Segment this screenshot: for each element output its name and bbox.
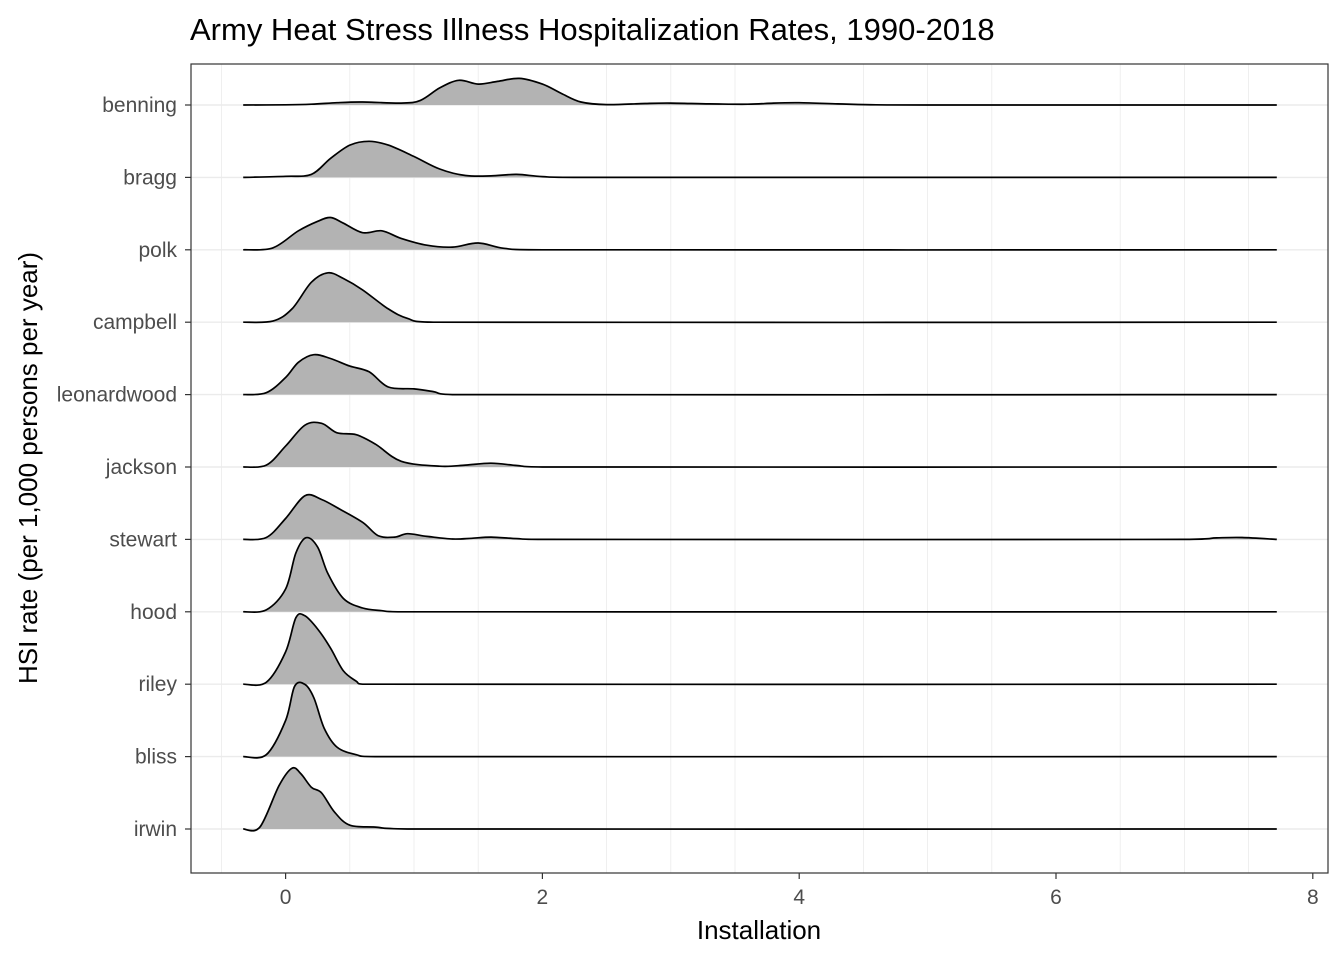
y-tick-label-leonardwood: leonardwood <box>57 384 177 407</box>
ridge-bragg <box>243 140 1277 179</box>
x-tick-label: 8 <box>1307 886 1319 909</box>
x-axis-title: Installation <box>697 915 821 945</box>
y-tick-label-riley: riley <box>138 673 177 696</box>
ridge-line-hood <box>243 536 1277 614</box>
x-tick-label: 4 <box>793 886 805 909</box>
ridge-benning <box>243 77 1277 106</box>
y-tick-label-bragg: bragg <box>123 166 177 189</box>
ridge-area-irwin <box>243 767 1277 831</box>
y-axis-title: HSI rate (per 1,000 persons per year) <box>13 252 43 684</box>
y-tick-label-hood: hood <box>130 601 177 624</box>
y-tick-label-polk: polk <box>138 239 177 262</box>
ridge-polk <box>243 216 1277 251</box>
plot-panel-border <box>190 63 1329 874</box>
ridge-leonardwood <box>243 353 1277 396</box>
ridge-line-jackson <box>243 421 1277 469</box>
ridge-area-campbell <box>243 272 1277 323</box>
y-tick-label-bliss: bliss <box>135 746 177 769</box>
y-axis-ticks: benning bragg polk campbell leonardwood jacks… <box>57 94 191 841</box>
ridge-riley <box>243 612 1277 687</box>
chart-title: Army Heat Stress Illness Hospitalization… <box>190 12 995 47</box>
ridges <box>243 77 1277 832</box>
ridge-stewart <box>243 493 1277 541</box>
ridge-jackson <box>243 421 1277 469</box>
ridge-area-bragg <box>243 141 1277 178</box>
ridge-bliss <box>243 681 1277 759</box>
ridge-campbell <box>243 271 1277 324</box>
y-tick-label-jackson: jackson <box>105 456 177 479</box>
ridge-line-bragg <box>243 140 1277 179</box>
ridge-area-jackson <box>243 422 1277 468</box>
ridge-line-riley <box>243 612 1277 687</box>
ridge-line-leonardwood <box>243 353 1277 396</box>
ridge-line-irwin <box>243 766 1277 832</box>
y-tick-label-irwin: irwin <box>134 818 177 841</box>
grid <box>191 64 1328 873</box>
x-tick-label: 6 <box>1050 886 1062 909</box>
y-tick-label-benning: benning <box>102 94 177 117</box>
ridge-area-stewart <box>243 494 1277 540</box>
ridge-area-polk <box>243 217 1277 250</box>
ridge-line-benning <box>243 77 1277 106</box>
ridge-area-leonardwood <box>243 354 1277 395</box>
x-tick-label: 2 <box>537 886 549 909</box>
y-tick-label-stewart: stewart <box>109 528 177 551</box>
x-axis-ticks: 0 2 4 6 8 <box>280 873 1319 909</box>
y-tick-label-campbell: campbell <box>93 311 177 334</box>
x-tick-label: 0 <box>280 886 292 909</box>
ridge-line-campbell <box>243 271 1277 324</box>
ridge-irwin <box>243 766 1277 832</box>
ridge-hood <box>243 536 1277 614</box>
ridge-area-bliss <box>243 682 1277 758</box>
ridge-line-bliss <box>243 681 1277 759</box>
ridge-line-stewart <box>243 493 1277 541</box>
ridge-line-polk <box>243 216 1277 251</box>
ridge-area-benning <box>243 78 1277 105</box>
ridge-area-riley <box>243 613 1277 686</box>
ridge-area-hood <box>243 537 1277 613</box>
